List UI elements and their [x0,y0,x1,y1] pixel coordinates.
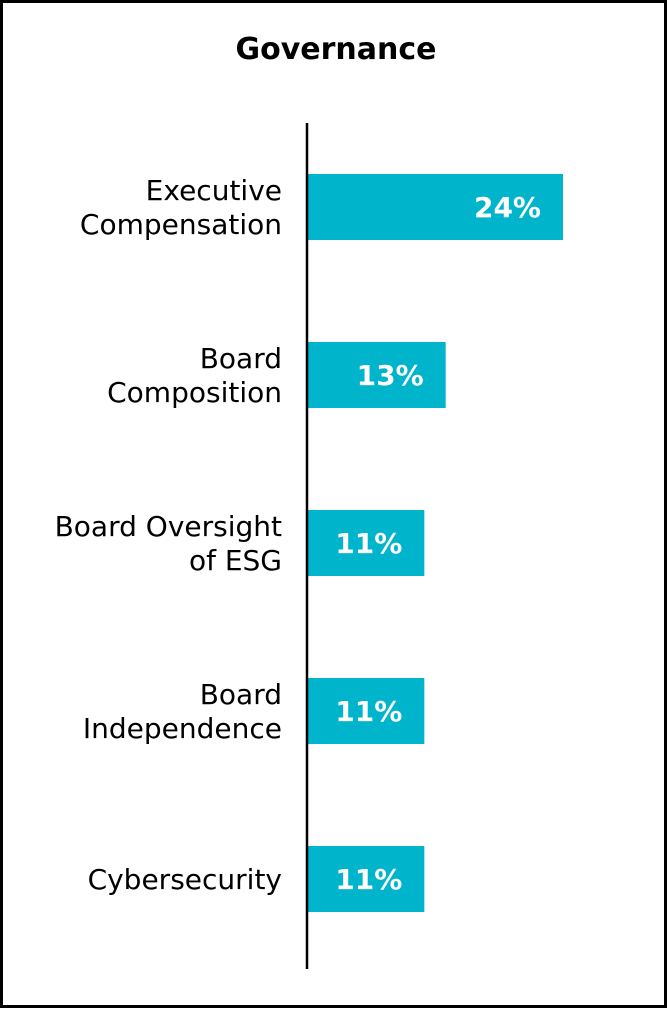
bar-3 [307,678,425,744]
category-label-line: Compensation [80,208,282,241]
chart-title: Governance [235,32,436,67]
category-label-line: Composition [107,376,282,409]
bar-value-label-3: 11% [335,695,402,728]
category-label-2: Board Oversight of ESG [55,510,282,577]
bar-0 [307,174,563,240]
category-label-line: Independence [83,712,282,745]
category-label-1: Board Composition [107,342,282,409]
category-label-line: Executive [146,174,282,207]
category-label-line: Board [200,342,282,375]
bar-value-label-1: 13% [357,359,424,392]
category-label-0: Executive Compensation [80,174,282,241]
bar-1 [307,342,446,408]
bar-4 [307,846,425,912]
bar-value-label-2: 11% [335,527,402,560]
governance-bar-chart: Governance 24% Executive Compensation 13% Bo… [55,32,563,969]
category-label-line: of ESG [189,544,282,577]
bar-value-label-0: 24% [474,191,541,224]
category-label-line: Board [200,678,282,711]
category-label-3: Board Independence [83,678,282,745]
category-label-line: Board Oversight [55,510,282,543]
bar-value-label-4: 11% [335,863,402,896]
category-label-line: Cybersecurity [88,863,282,896]
category-label-4: Cybersecurity [88,863,282,896]
bar-2 [307,510,425,576]
